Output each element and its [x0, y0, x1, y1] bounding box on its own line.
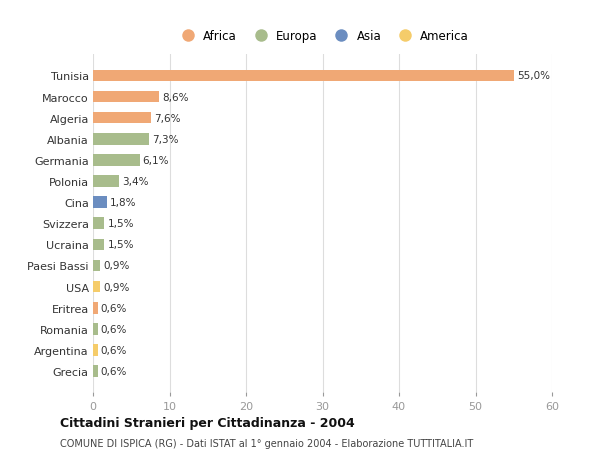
Text: COMUNE DI ISPICA (RG) - Dati ISTAT al 1° gennaio 2004 - Elaborazione TUTTITALIA.: COMUNE DI ISPICA (RG) - Dati ISTAT al 1°… — [60, 438, 473, 448]
Bar — [93, 239, 104, 251]
Bar — [93, 218, 104, 230]
Bar — [93, 91, 159, 103]
Text: 0,9%: 0,9% — [103, 261, 130, 271]
Text: 8,6%: 8,6% — [162, 92, 188, 102]
Legend: Africa, Europa, Asia, America: Africa, Europa, Asia, America — [174, 27, 471, 45]
Text: 7,6%: 7,6% — [154, 113, 181, 123]
Text: 1,5%: 1,5% — [107, 219, 134, 229]
Bar — [93, 302, 98, 314]
Text: Cittadini Stranieri per Cittadinanza - 2004: Cittadini Stranieri per Cittadinanza - 2… — [60, 416, 355, 429]
Text: 0,9%: 0,9% — [103, 282, 130, 292]
Bar — [93, 155, 140, 166]
Text: 0,6%: 0,6% — [101, 345, 127, 355]
Text: 0,6%: 0,6% — [101, 366, 127, 376]
Bar — [93, 344, 98, 356]
Bar — [93, 70, 514, 82]
Bar — [93, 365, 98, 377]
Text: 0,6%: 0,6% — [101, 324, 127, 334]
Bar — [93, 176, 119, 187]
Bar — [93, 281, 100, 293]
Bar — [93, 323, 98, 335]
Text: 1,5%: 1,5% — [107, 240, 134, 250]
Text: 55,0%: 55,0% — [517, 71, 550, 81]
Bar — [93, 134, 149, 145]
Text: 0,6%: 0,6% — [101, 303, 127, 313]
Text: 3,4%: 3,4% — [122, 177, 149, 187]
Text: 6,1%: 6,1% — [143, 156, 169, 166]
Bar — [93, 197, 107, 208]
Text: 7,3%: 7,3% — [152, 134, 178, 145]
Bar — [93, 260, 100, 272]
Bar — [93, 112, 151, 124]
Text: 1,8%: 1,8% — [110, 198, 136, 207]
